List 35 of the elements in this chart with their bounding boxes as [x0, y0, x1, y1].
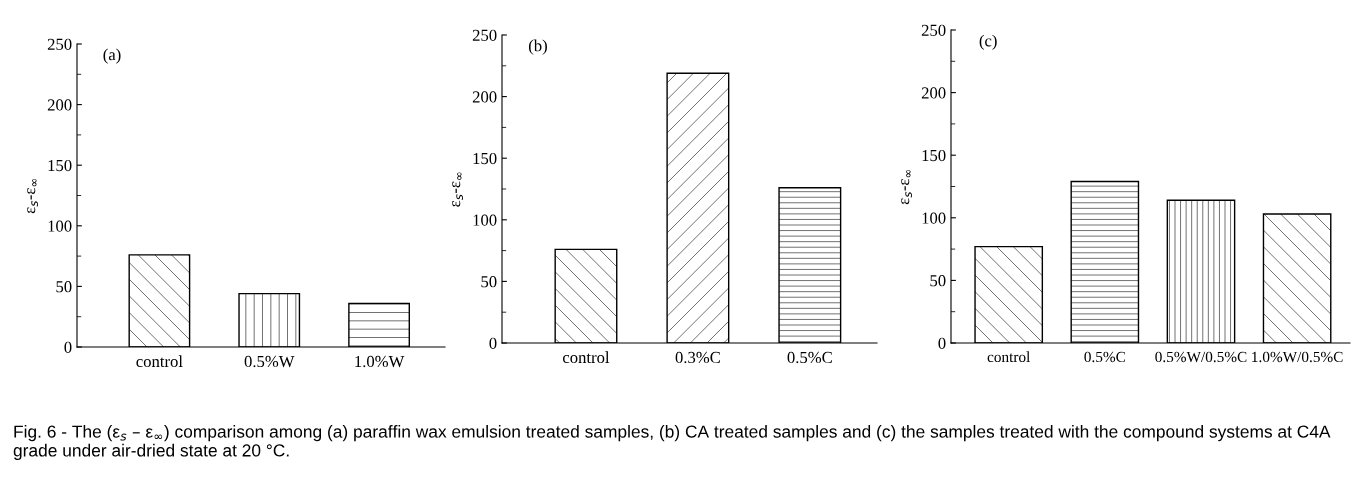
x-tick-label: 0.5%C [787, 351, 832, 364]
y-tick-label: 150 [922, 149, 946, 162]
y-tick-label: 0 [64, 341, 72, 353]
y-tick-label: 250 [472, 29, 497, 41]
x-tick-label: 0.5%W [244, 355, 295, 368]
chart-title: (b) [528, 39, 547, 55]
chart-title: (c) [979, 34, 997, 50]
caption: Fig. 6 - The (ε$_{s}$ – ε$_{∞}$) comparison among (a) paraffin wax emulsion treated samples, (b) CA treated samples and (c) the samples treated with the compound systems at C4A grade under air-dried state at 20 °C. [13, 425, 1331, 461]
x-tick-label: 0.3%C [675, 351, 720, 364]
y-tick-label: 250 [921, 24, 946, 36]
x-tick-label: control [987, 351, 1031, 363]
x-tick-label: 1.0%W/0.5%C [1252, 351, 1343, 363]
y-tick-label: 100 [922, 212, 946, 224]
x-tick-label: control [136, 355, 183, 368]
y-tick-label: 150 [473, 152, 497, 165]
y-tick-label: 100 [473, 214, 497, 226]
y-tick-label: 0 [938, 337, 946, 349]
x-tick-label: 0.5%W/0.5%C [1155, 351, 1247, 363]
y-tick-label: 50 [930, 275, 946, 287]
x-tick-label: 0.5%C [1084, 351, 1125, 363]
y-axis-title: ε$_{s}$-ε$_{∞}$ [452, 172, 464, 207]
y-axis-title: ε$_{s}$-ε$_{∞}$ [901, 169, 913, 205]
chart-title: (a) [103, 48, 121, 64]
y-tick-label: 50 [481, 276, 497, 288]
y-tick-label: 150 [48, 159, 72, 172]
y-tick-label: 50 [56, 281, 72, 293]
y-tick-label: 0 [489, 337, 497, 349]
y-tick-label: 200 [472, 91, 497, 103]
y-tick-label: 100 [48, 220, 72, 232]
y-tick-label: 200 [47, 99, 72, 111]
x-tick-label: 1.0%W [355, 355, 405, 368]
y-tick-label: 200 [921, 87, 946, 99]
y-axis-title: ε$_{s}$-ε$_{∞}$ [27, 178, 39, 214]
x-tick-label: control [562, 351, 610, 364]
y-tick-label: 250 [47, 38, 72, 50]
